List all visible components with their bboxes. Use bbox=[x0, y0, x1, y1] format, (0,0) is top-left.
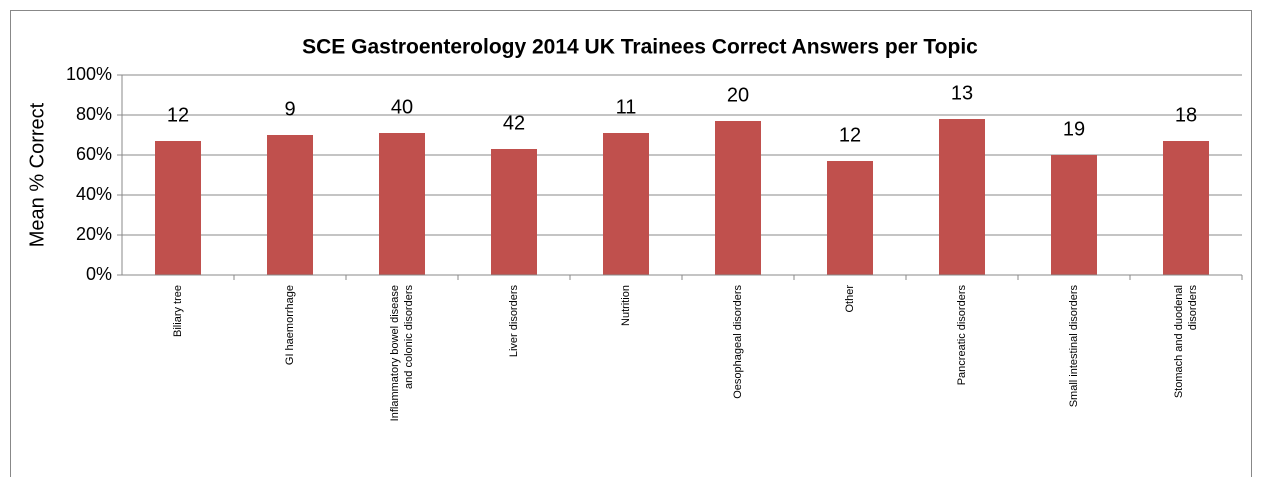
bar bbox=[715, 121, 761, 275]
bar bbox=[267, 135, 313, 275]
bar bbox=[1051, 155, 1097, 275]
bar-label: 42 bbox=[503, 112, 525, 134]
bar-label: 20 bbox=[727, 84, 749, 106]
bar bbox=[379, 133, 425, 275]
bar bbox=[827, 161, 873, 275]
bar bbox=[603, 133, 649, 275]
bar bbox=[155, 141, 201, 275]
x-tick-label: Oesophageal disorders bbox=[732, 285, 744, 399]
x-tick-label: Inflammatory bowel disease bbox=[389, 285, 401, 421]
bar-label: 12 bbox=[167, 104, 189, 126]
y-tick-label: 100% bbox=[66, 64, 112, 84]
y-tick-label: 20% bbox=[76, 224, 112, 244]
bar-label: 13 bbox=[951, 82, 973, 104]
bar-label: 40 bbox=[391, 96, 413, 118]
bar bbox=[1163, 141, 1209, 275]
x-tick-label: Small intestinal disorders bbox=[1068, 285, 1080, 408]
x-tick-label: and colonic disorders bbox=[403, 285, 415, 389]
y-tick-label: 80% bbox=[76, 104, 112, 124]
y-tick-label: 60% bbox=[76, 144, 112, 164]
x-tick-label: Biliary tree bbox=[172, 285, 184, 337]
x-tick-label: GI haemorrhage bbox=[284, 285, 296, 365]
x-tick-label: Other bbox=[844, 285, 856, 313]
chart-title: SCE Gastroenterology 2014 UK Trainees Co… bbox=[302, 36, 978, 59]
x-tick-label: disorders bbox=[1187, 285, 1199, 331]
x-tick-label: Pancreatic disorders bbox=[956, 285, 968, 386]
bar-label: 19 bbox=[1063, 118, 1085, 140]
x-tick-label: Nutrition bbox=[620, 285, 632, 326]
bar-label: 18 bbox=[1175, 104, 1197, 126]
y-tick-label: 40% bbox=[76, 184, 112, 204]
x-tick-label: Stomach and duodenal bbox=[1173, 285, 1185, 398]
bar-label: 12 bbox=[839, 124, 861, 146]
bar-label: 11 bbox=[616, 96, 637, 118]
bar-label: 9 bbox=[284, 98, 295, 120]
bar bbox=[491, 149, 537, 275]
y-tick-label: 0% bbox=[86, 264, 112, 284]
y-axis-title: Mean % Correct bbox=[26, 102, 48, 247]
x-tick-label: Liver disorders bbox=[508, 285, 520, 358]
bar bbox=[939, 119, 985, 275]
